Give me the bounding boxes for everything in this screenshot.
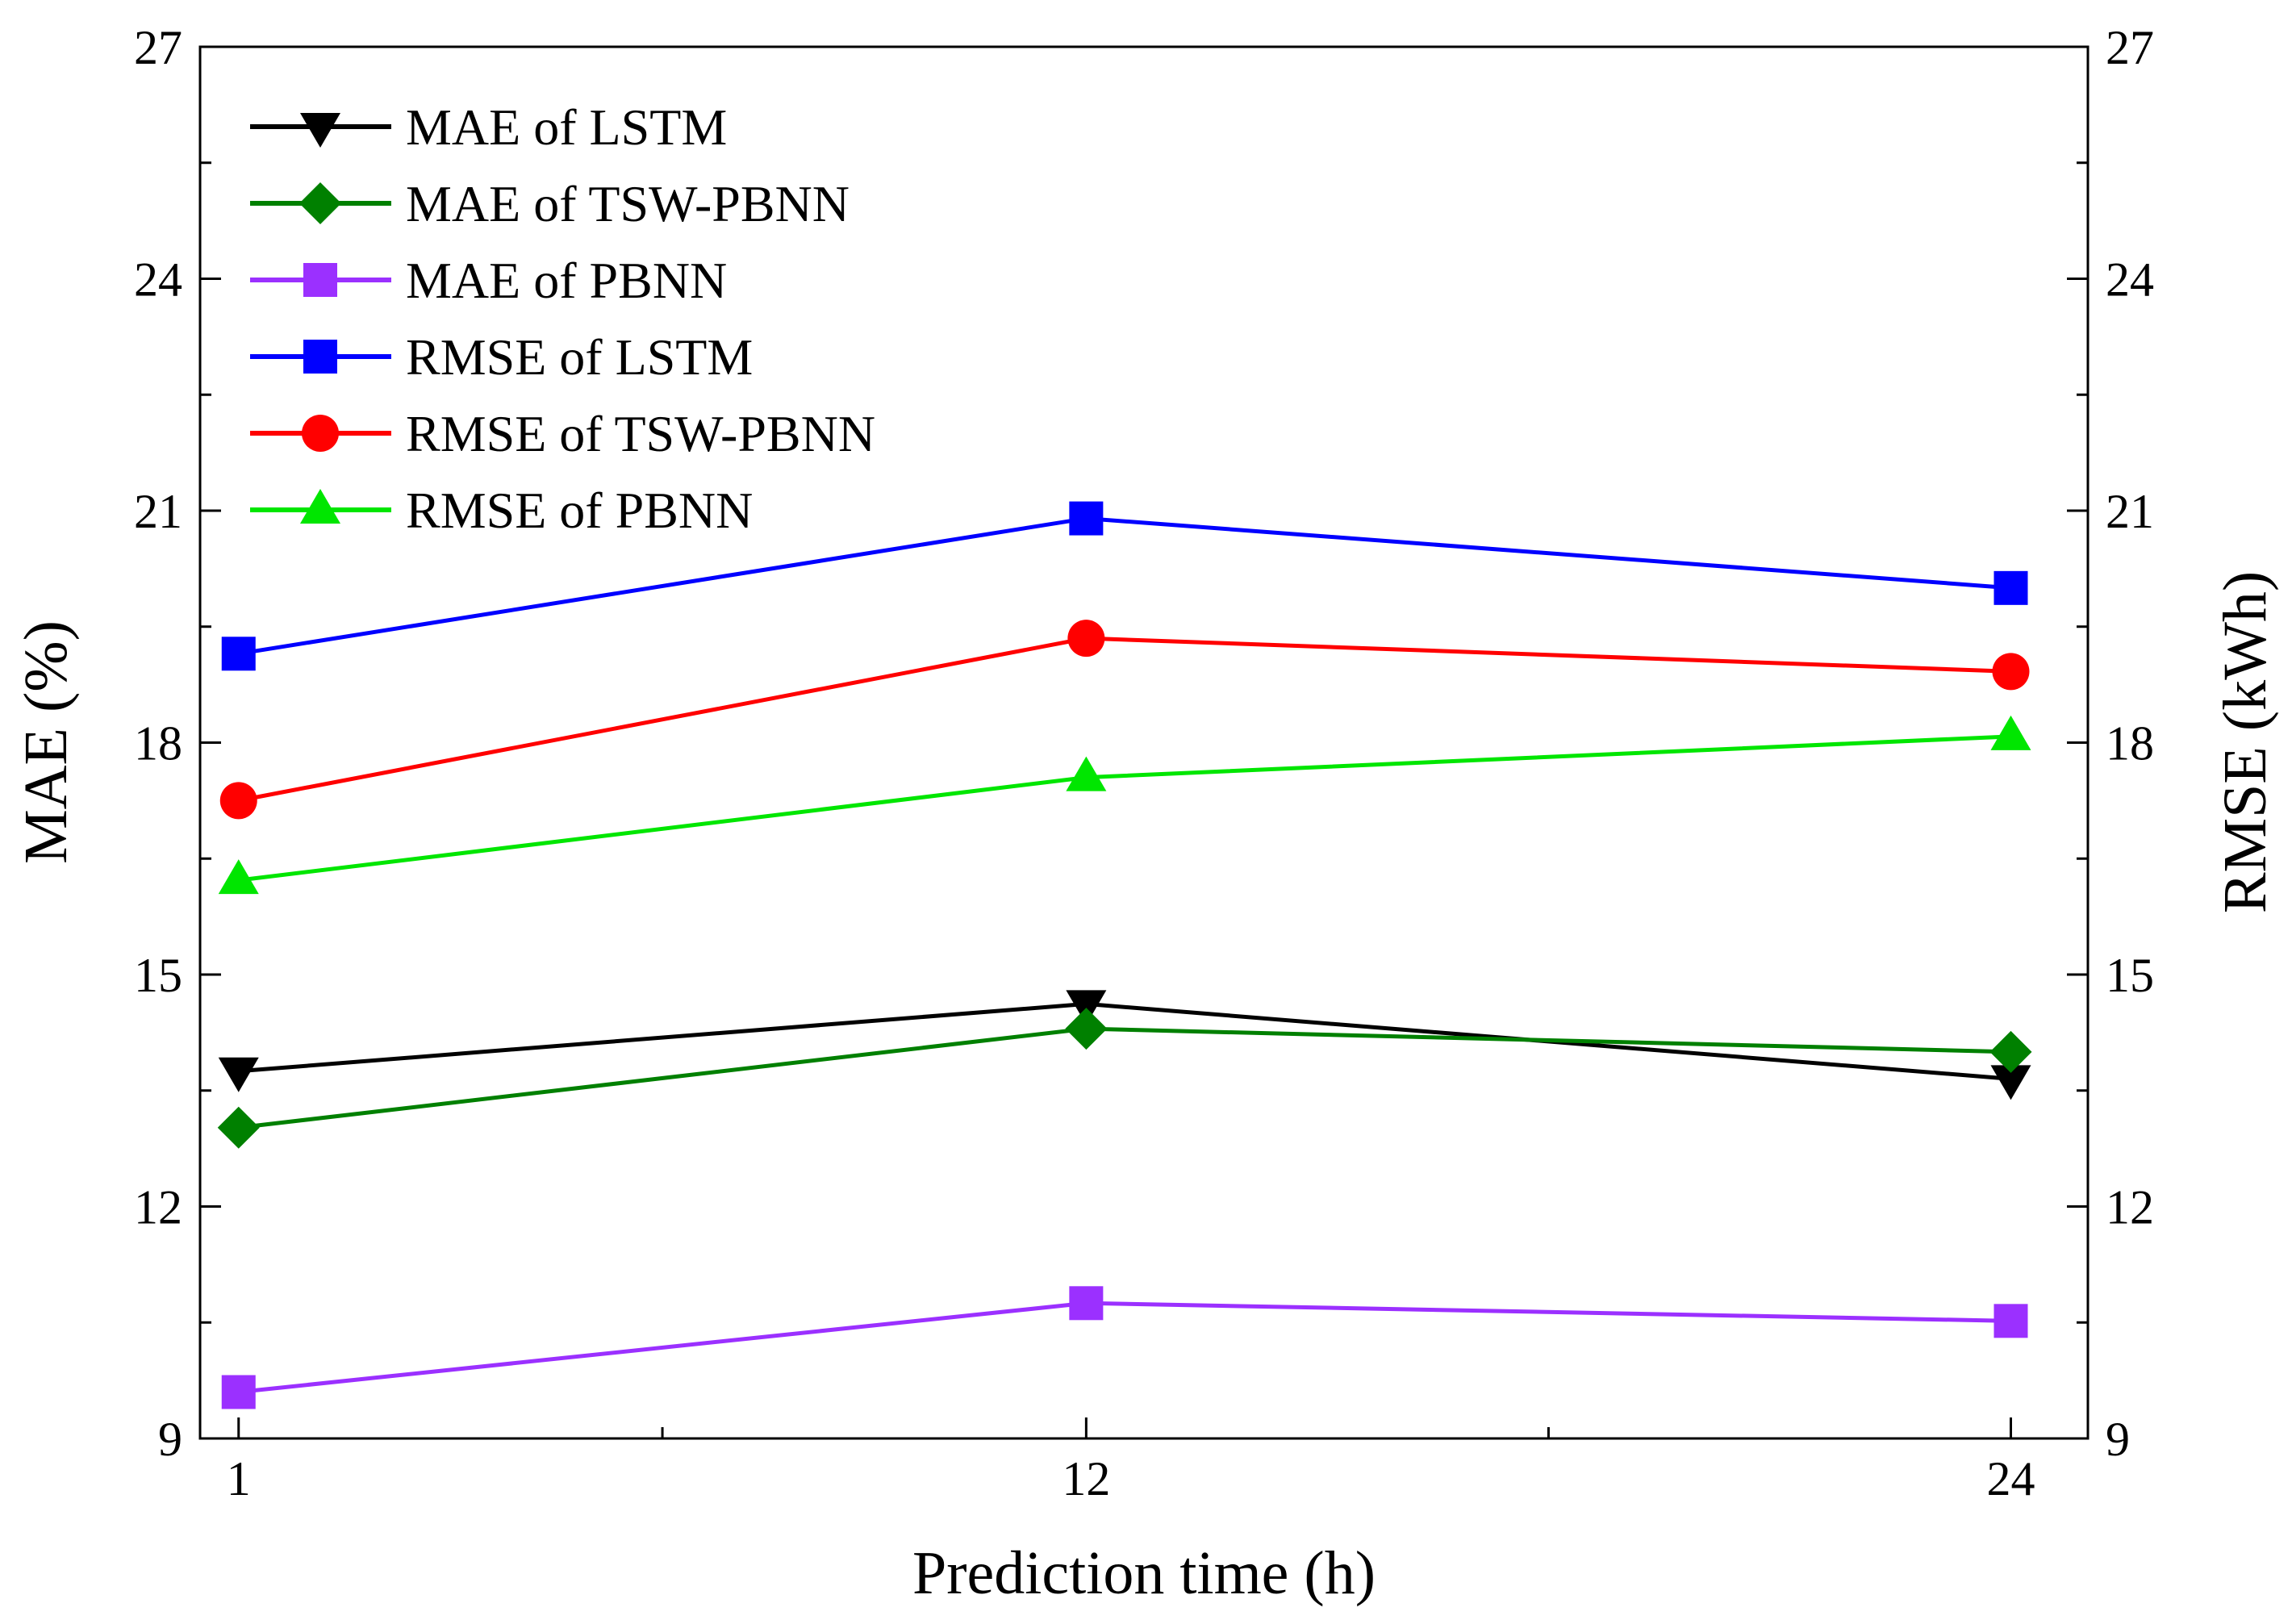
y-left-tick-label-1: 12 [134, 1181, 182, 1234]
data-point-rmse-of-tsw-pbnn-12 [1067, 620, 1105, 658]
legend-marker [300, 113, 340, 148]
legend-label: MAE of LSTM [406, 98, 727, 156]
data-point-rmse-of-lstm-24 [1993, 570, 2028, 605]
data-point-mae-of-tsw-pbnn-1 [217, 1106, 260, 1149]
data-point-mae-of-pbnn-12 [1069, 1286, 1104, 1321]
y-right-tick-label-4: 21 [2106, 485, 2154, 538]
series-rmse-of-tsw-pbnn [219, 620, 2030, 820]
legend-item-rmse-of-tsw-pbnn: RMSE of TSW-PBNN [250, 405, 875, 462]
legend-label: RMSE of TSW-PBNN [406, 405, 875, 462]
series-mae-of-lstm [218, 990, 2031, 1100]
legend-marker [302, 415, 339, 452]
legend-label: RMSE of LSTM [406, 328, 753, 386]
data-point-rmse-of-pbnn-24 [1990, 715, 2031, 750]
data-point-rmse-of-tsw-pbnn-1 [219, 782, 257, 820]
data-point-rmse-of-pbnn-12 [1066, 756, 1107, 791]
y-right-tick-label-0: 9 [2106, 1413, 2130, 1466]
legend-item-mae-of-lstm: MAE of LSTM [250, 98, 727, 156]
y-left-tick-label-2: 15 [134, 949, 182, 1002]
data-point-mae-of-lstm-24 [1990, 1065, 2031, 1100]
legend-marker [299, 182, 341, 224]
legend-marker [300, 489, 340, 524]
legend-item-rmse-of-pbnn: RMSE of PBNN [250, 482, 753, 539]
series-line-mae-of-lstm [238, 1001, 2011, 1081]
y-right-tick-label-1: 12 [2106, 1181, 2154, 1234]
data-point-rmse-of-pbnn-1 [218, 859, 259, 895]
data-point-mae-of-tsw-pbnn-12 [1065, 1008, 1108, 1050]
series-line-rmse-of-pbnn [238, 734, 2011, 883]
x-tick-label-1: 12 [1062, 1452, 1110, 1505]
data-point-rmse-of-lstm-12 [1069, 501, 1104, 536]
x-tick-label-0: 1 [227, 1452, 251, 1505]
y-left-tick-label-5: 24 [134, 253, 182, 307]
y-right-tick-label-6: 27 [2106, 21, 2154, 74]
y-right-tick-label-3: 18 [2106, 717, 2154, 770]
series-mae-of-tsw-pbnn [217, 1008, 2032, 1149]
legend-label: RMSE of PBNN [406, 482, 753, 539]
y-axis-title-left: MAE (%) [12, 620, 80, 864]
data-point-mae-of-lstm-12 [1066, 990, 1107, 1025]
series-layer [217, 501, 2032, 1409]
series-rmse-of-pbnn [218, 715, 2031, 895]
series-line-mae-of-pbnn [238, 1300, 2011, 1394]
y-left-tick-label-6: 27 [134, 21, 182, 74]
y-left-tick-label-4: 21 [134, 485, 182, 538]
y-right-tick-label-2: 15 [2106, 949, 2154, 1002]
x-axis-title: Prediction time (h) [912, 1539, 1376, 1607]
legend: MAE of LSTM MAE of TSW-PBNN MAE of PBNN RMS… [250, 98, 875, 539]
legend-marker [303, 340, 337, 374]
legend-item-mae-of-pbnn: MAE of PBNN [250, 252, 727, 309]
series-mae-of-pbnn [221, 1286, 2028, 1409]
legend-label: MAE of TSW-PBNN [406, 175, 850, 232]
data-point-mae-of-pbnn-1 [221, 1375, 256, 1409]
legend-item-mae-of-tsw-pbnn: MAE of TSW-PBNN [250, 175, 850, 232]
data-point-mae-of-pbnn-24 [1993, 1304, 2028, 1338]
x-tick-label-2: 24 [1986, 1452, 2035, 1505]
series-rmse-of-lstm [221, 501, 2028, 671]
data-point-mae-of-tsw-pbnn-24 [1989, 1030, 2032, 1073]
y-left-tick-label-0: 9 [158, 1413, 182, 1466]
y-left-tick-label-3: 18 [134, 717, 182, 770]
series-line-mae-of-tsw-pbnn [238, 1026, 2011, 1130]
data-point-mae-of-lstm-1 [218, 1057, 259, 1092]
ticks-layer: 1 12 24 9 9 12 12 15 15 18 18 21 21 24 24 27 27 [134, 21, 2154, 1505]
data-point-rmse-of-tsw-pbnn-24 [1992, 653, 2030, 691]
data-point-rmse-of-lstm-1 [221, 637, 256, 671]
legend-label: MAE of PBNN [406, 252, 727, 309]
y-right-tick-label-5: 24 [2106, 253, 2154, 307]
y-axis-title-right: RMSE (kWh) [2211, 571, 2279, 913]
legend-item-rmse-of-lstm: RMSE of LSTM [250, 328, 753, 386]
legend-marker [303, 263, 337, 297]
